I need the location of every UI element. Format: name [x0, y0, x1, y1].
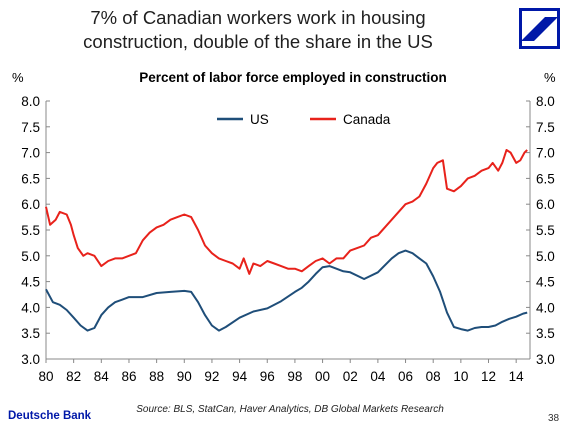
- legend-canada-label: Canada: [343, 112, 391, 127]
- headline: 7% of Canadian workers work in housing c…: [0, 6, 516, 54]
- x-tick-label: 84: [94, 369, 110, 384]
- deutsche-bank-logo: [519, 8, 560, 49]
- y-tick-label-right: 3.0: [536, 352, 555, 367]
- x-tick-label: 12: [481, 369, 496, 384]
- y-axis-label-left: %: [12, 70, 24, 85]
- x-tick-label: 00: [315, 369, 330, 384]
- x-tick-label: 10: [453, 369, 468, 384]
- y-tick-label-right: 3.5: [536, 326, 555, 341]
- y-tick-label-right: 7.5: [536, 120, 555, 135]
- x-tick-label: 02: [343, 369, 358, 384]
- x-tick-label: 88: [149, 369, 164, 384]
- y-tick-label-right: 5.5: [536, 223, 555, 238]
- x-tick-label: 92: [204, 369, 219, 384]
- legend-us-label: US: [250, 112, 269, 127]
- y-tick-label-left: 7.5: [21, 120, 40, 135]
- y-tick-label-left: 5.0: [21, 249, 40, 264]
- series-line-canada: [45, 149, 528, 275]
- headline-line-1: 7% of Canadian workers work in housing: [90, 7, 426, 28]
- y-axis-label-right: %: [544, 70, 556, 85]
- footer-brand: Deutsche Bank: [8, 410, 92, 422]
- x-tick-label: 06: [398, 369, 413, 384]
- x-tick-label: 14: [509, 369, 525, 384]
- series-line-us: [45, 249, 528, 332]
- y-tick-label-right: 4.5: [536, 275, 555, 290]
- x-tick-label: 04: [370, 369, 386, 384]
- y-tick-label-left: 3.0: [21, 352, 40, 367]
- y-tick-label-left: 6.0: [21, 197, 40, 212]
- y-tick-label-left: 3.5: [21, 326, 40, 341]
- x-tick-label: 86: [121, 369, 136, 384]
- y-tick-label-left: 8.0: [21, 94, 40, 109]
- page-number: 38: [548, 413, 560, 424]
- axes: 3.0 3.0 3.5 3.5 4.0 4.0 4.5 4.5 5.0 5.0 5.5 5.5 6.0 6…: [21, 94, 555, 384]
- headline-line-2: construction, double of the share in the…: [83, 31, 433, 52]
- y-tick-label-left: 5.5: [21, 223, 40, 238]
- legend: US Canada: [217, 112, 391, 127]
- x-tick-label: 98: [287, 369, 302, 384]
- x-tick-label: 90: [177, 369, 192, 384]
- y-tick-label-left: 4.5: [21, 275, 40, 290]
- x-tick-label: 80: [38, 369, 53, 384]
- y-tick-label-left: 4.0: [21, 300, 40, 315]
- x-tick-label: 08: [426, 369, 441, 384]
- source-note: Source: BLS, StatCan, Haver Analytics, D…: [136, 404, 444, 415]
- x-tick-label: 94: [232, 369, 248, 384]
- chart-title: Percent of labor force employed in const…: [139, 70, 447, 85]
- y-tick-label-right: 8.0: [536, 94, 555, 109]
- y-tick-label-right: 4.0: [536, 300, 555, 315]
- x-tick-label: 96: [260, 369, 275, 384]
- y-tick-label-right: 5.0: [536, 249, 555, 264]
- x-tick-label: 82: [66, 369, 81, 384]
- y-tick-label-left: 6.5: [21, 171, 40, 186]
- y-tick-label-left: 7.0: [21, 146, 40, 161]
- y-tick-label-right: 6.0: [536, 197, 555, 212]
- series-group: [45, 149, 528, 332]
- y-tick-label-right: 7.0: [536, 146, 555, 161]
- y-tick-label-right: 6.5: [536, 171, 555, 186]
